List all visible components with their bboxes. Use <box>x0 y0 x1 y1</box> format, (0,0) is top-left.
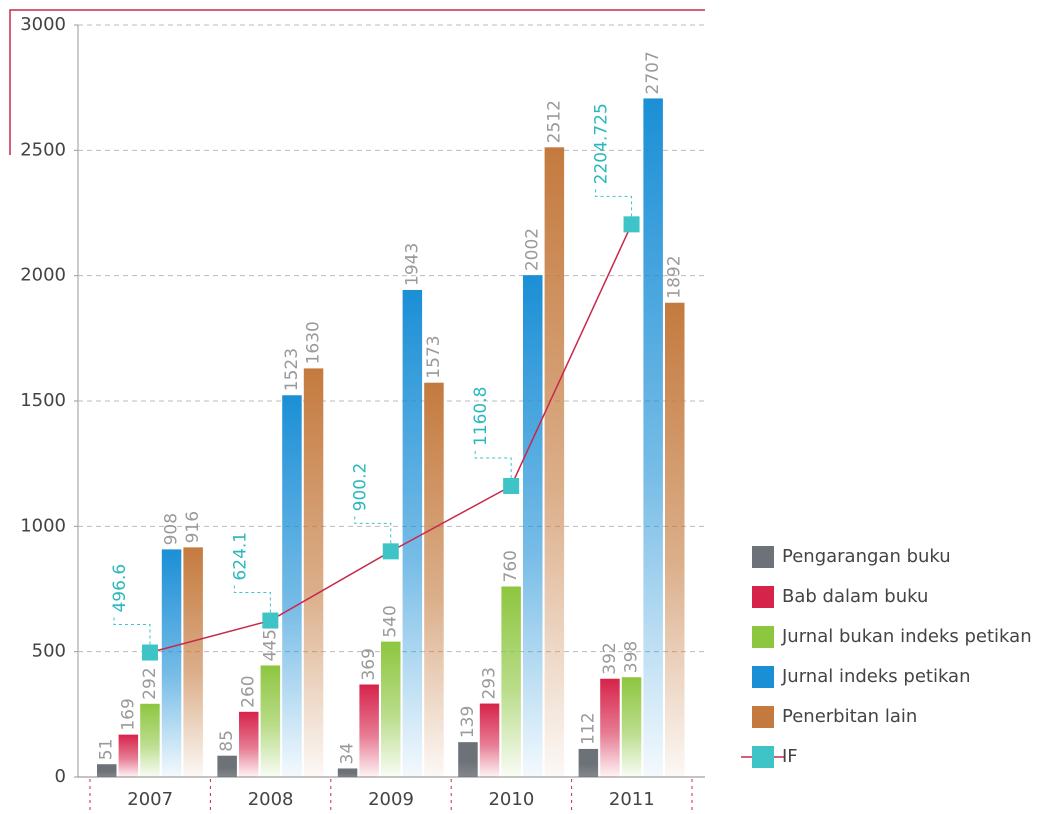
bar <box>282 395 302 777</box>
value-label: 1573 <box>424 335 444 378</box>
bar <box>303 368 324 777</box>
bar <box>97 764 117 777</box>
x-tick-label: 2011 <box>609 789 655 810</box>
bar <box>479 703 500 777</box>
y-tick-label: 0 <box>55 766 66 787</box>
connector <box>354 516 392 544</box>
bar <box>600 678 620 777</box>
connector <box>474 451 512 479</box>
value-label: 293 <box>480 667 500 699</box>
y-tick-label: 3000 <box>20 14 66 35</box>
bar <box>239 711 259 777</box>
bar <box>161 549 182 777</box>
value-label: 292 <box>140 667 160 699</box>
y-tick-label: 2000 <box>20 265 66 286</box>
bar <box>402 289 423 777</box>
if-label: 496.6 <box>110 564 130 613</box>
value-label: 139 <box>458 706 478 738</box>
value-label: 760 <box>501 550 521 582</box>
legend-swatch <box>752 546 774 568</box>
if-marker <box>141 644 158 661</box>
bar <box>621 677 642 777</box>
legend-label: Bab dalam buku <box>782 586 928 607</box>
value-label: 916 <box>183 511 203 543</box>
legend-label: IF <box>782 746 798 767</box>
if-label: 2204.725 <box>592 103 612 184</box>
bar <box>665 302 685 777</box>
legend-label: Pengarangan buku <box>782 546 951 567</box>
value-label: 1523 <box>282 348 302 391</box>
bar <box>424 382 444 777</box>
value-label: 369 <box>359 648 379 680</box>
bar <box>501 586 521 777</box>
legend-swatch <box>752 746 774 768</box>
if-label: 624.1 <box>230 532 250 581</box>
value-label: 392 <box>600 642 620 674</box>
legend-label: Jurnal bukan indeks petikan <box>781 626 1032 647</box>
x-tick-label: 2008 <box>248 789 294 810</box>
y-tick-label: 1500 <box>20 390 66 411</box>
bar <box>523 275 543 777</box>
connector <box>595 189 633 217</box>
x-tick-label: 2010 <box>488 789 534 810</box>
value-label: 540 <box>381 605 401 637</box>
connector <box>233 585 271 613</box>
bar <box>217 755 237 777</box>
value-label: 112 <box>578 712 598 744</box>
y-tick-label: 2500 <box>20 139 66 160</box>
bar <box>544 147 565 778</box>
value-label: 51 <box>97 739 117 761</box>
bar <box>118 734 139 777</box>
legend-swatch <box>752 586 774 608</box>
bar <box>458 742 478 777</box>
if-marker <box>382 543 399 560</box>
if-marker <box>503 478 520 495</box>
value-label: 260 <box>239 675 259 707</box>
if-label: 1160.8 <box>471 387 491 446</box>
value-label: 2512 <box>544 100 564 143</box>
bar <box>381 641 401 777</box>
connector <box>113 617 151 645</box>
bar <box>578 748 599 777</box>
value-label: 34 <box>338 743 358 765</box>
value-label: 908 <box>162 513 182 545</box>
legend-swatch <box>752 666 774 688</box>
x-tick-label: 2007 <box>127 789 173 810</box>
bar <box>359 684 379 777</box>
legend-label: Jurnal indeks petikan <box>781 666 971 687</box>
value-label: 1892 <box>665 255 685 298</box>
decoration <box>9 9 705 155</box>
value-label: 1943 <box>402 243 422 286</box>
y-tick-label: 500 <box>32 641 66 662</box>
value-label: 85 <box>217 730 237 752</box>
legend-label: Penerbitan lain <box>782 706 917 727</box>
value-label: 1630 <box>304 321 324 364</box>
bar <box>643 98 663 778</box>
if-marker <box>623 216 640 233</box>
if-marker <box>262 612 279 629</box>
value-label: 445 <box>260 629 280 661</box>
value-label: 398 <box>622 641 642 673</box>
legend-swatch <box>752 706 774 728</box>
bar <box>183 547 203 777</box>
bar <box>337 768 358 777</box>
value-label: 2707 <box>643 51 663 94</box>
y-tick-label: 1000 <box>20 515 66 536</box>
value-label: 2002 <box>523 228 543 271</box>
x-tick-label: 2009 <box>368 789 414 810</box>
value-label: 169 <box>118 698 138 730</box>
legend-swatch <box>752 626 774 648</box>
bar <box>140 703 160 777</box>
bar <box>260 665 281 777</box>
if-label: 900.2 <box>351 463 371 512</box>
